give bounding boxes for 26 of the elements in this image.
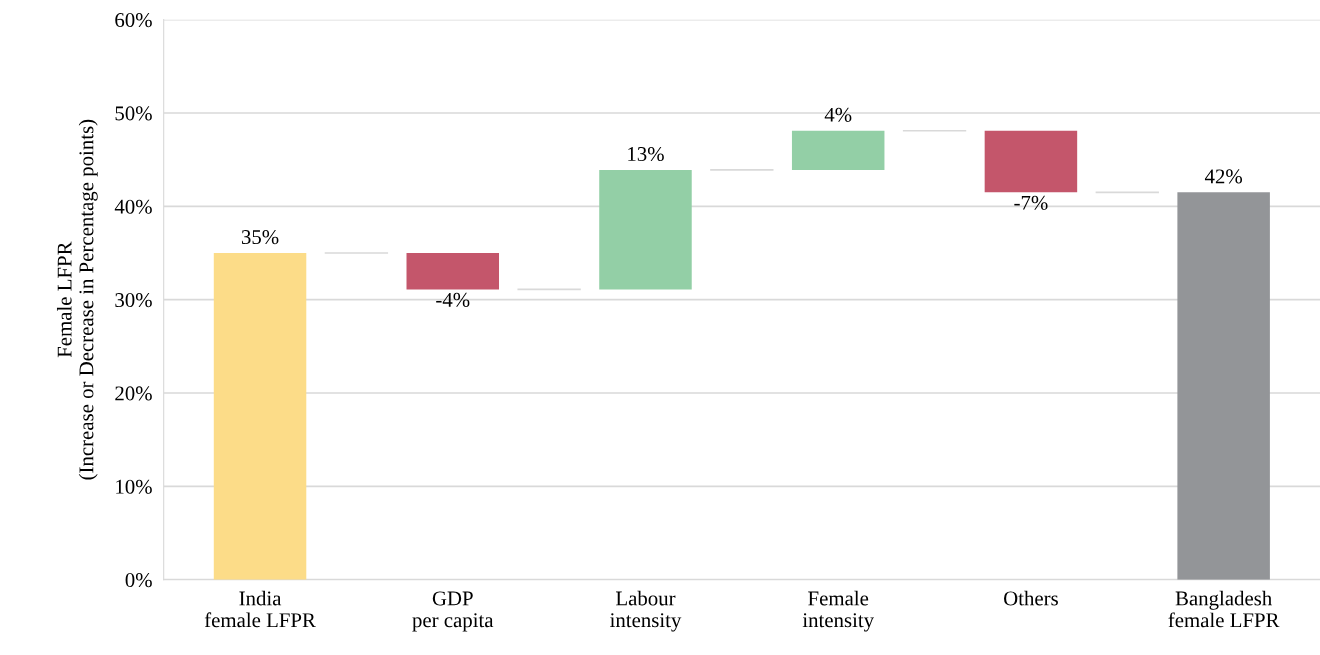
x-tick-label: Labour intensity xyxy=(610,590,682,632)
bar xyxy=(213,252,307,580)
bar xyxy=(984,130,1078,193)
y-tick-label: 10% xyxy=(116,479,152,494)
bar xyxy=(1177,192,1270,580)
data-label: -4% xyxy=(436,292,470,307)
bar xyxy=(406,252,500,290)
bar xyxy=(599,169,692,290)
y-tick-label: 50% xyxy=(115,106,152,121)
x-tick-label: Female intensity xyxy=(802,590,874,632)
x-tick-label: Others xyxy=(1004,590,1058,606)
x-tick-label: GDP per capita xyxy=(412,591,494,632)
x-tick-label: India female LFPR xyxy=(204,590,316,628)
y-tick-label: 60% xyxy=(115,13,152,28)
data-label: 42% xyxy=(1204,169,1243,184)
data-label: 13% xyxy=(628,146,664,162)
y-tick-label: 20% xyxy=(115,386,152,401)
data-label: 35% xyxy=(241,230,279,245)
bar xyxy=(791,130,885,170)
y-tick-label: 30% xyxy=(115,293,152,308)
data-label: 4% xyxy=(824,107,852,122)
y-axis-title: Female LFPR (Increase or Decrease in Percentage points) xyxy=(56,119,98,480)
x-tick-label: Bangladesh female LFPR xyxy=(1168,590,1280,628)
y-tick-label: 0% xyxy=(125,573,152,588)
data-label: -7% xyxy=(1014,195,1048,210)
y-tick-label: 40% xyxy=(114,199,152,214)
